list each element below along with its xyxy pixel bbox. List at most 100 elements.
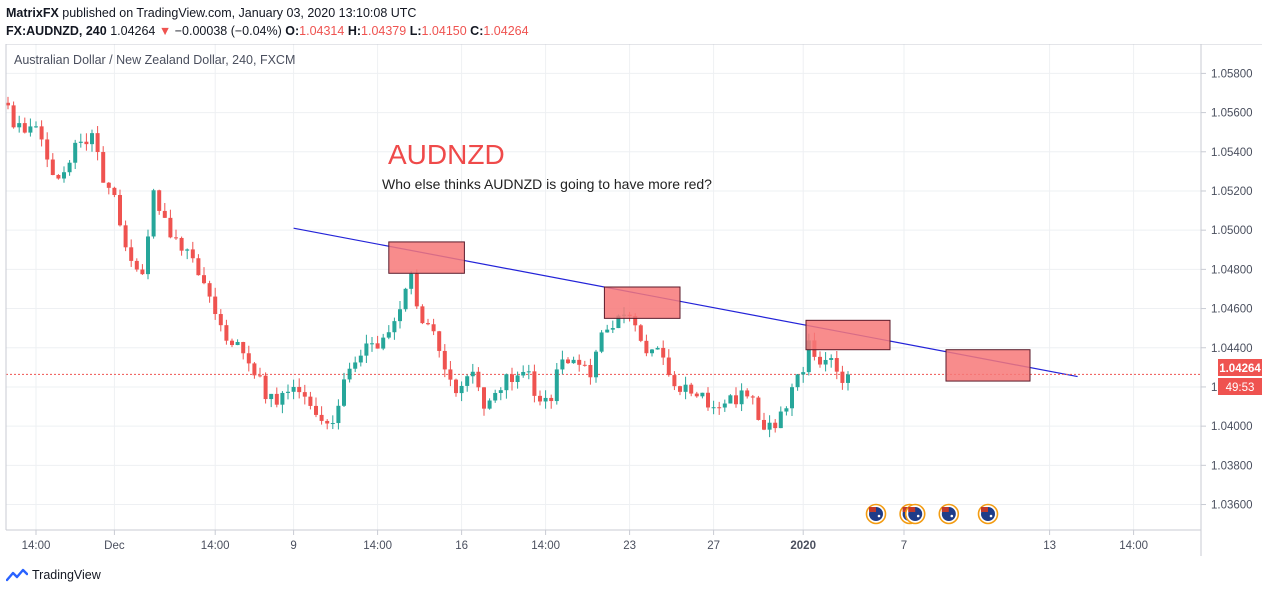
candle-body — [700, 392, 705, 397]
high-value: 1.04379 — [361, 24, 407, 38]
x-tick-label: 14:00 — [1119, 540, 1148, 552]
candle-body — [241, 342, 246, 354]
candle-body — [414, 273, 419, 307]
candle-body — [498, 390, 503, 393]
candle-body — [258, 375, 262, 377]
symbol-label: FX:AUDNZD, 240 — [6, 24, 107, 38]
candle-body — [291, 386, 296, 392]
candle-body — [538, 395, 542, 402]
candle-body — [526, 371, 531, 373]
candle-body — [829, 358, 834, 360]
y-tick-label: 1.04800 — [1211, 264, 1253, 276]
annotation-text[interactable]: Who else thinks AUDNZD is going to have … — [382, 176, 712, 192]
candle-body — [375, 343, 380, 349]
candle-body — [67, 162, 72, 173]
candle-body — [717, 407, 722, 409]
candle-body — [17, 123, 22, 128]
candle-body — [711, 407, 716, 409]
x-tick-label: 16 — [455, 540, 468, 552]
candle-body — [151, 190, 156, 237]
resistance-zones — [388, 241, 1031, 382]
candle-body — [84, 141, 89, 145]
candle-body — [146, 236, 150, 275]
candle-body — [661, 347, 666, 358]
candle-body — [638, 325, 643, 341]
candle-body — [437, 331, 442, 351]
resistance-zone — [603, 286, 681, 319]
candle-body — [728, 395, 733, 404]
candle-body — [218, 314, 223, 326]
candlestick-chart[interactable]: 1.05800 1.05600 1.05400 1.05200 1.05000 1.048… — [0, 44, 1268, 556]
candle-body — [582, 364, 587, 366]
candle-body — [129, 247, 134, 261]
change-down-icon: ▼ — [158, 24, 172, 38]
candle-body — [398, 309, 402, 322]
candle-body — [778, 411, 783, 429]
close-value: 1.04264 — [483, 24, 529, 38]
candle-body — [515, 375, 520, 382]
x-tick-label: 14:00 — [363, 540, 392, 552]
candle-body — [134, 260, 139, 270]
candle-body — [644, 340, 649, 354]
candle-body — [314, 405, 318, 415]
change-value: −0.00038 (−0.04%) — [174, 24, 282, 38]
y-tick-label: 1.04400 — [1211, 343, 1253, 355]
chart-frame[interactable]: 1.05800 1.05600 1.05400 1.05200 1.05000 1.048… — [0, 44, 1268, 556]
candle-body — [655, 347, 660, 350]
candle-body — [672, 375, 677, 387]
annotation-title[interactable]: AUDNZD — [388, 139, 505, 170]
y-tick-label: 1.04600 — [1211, 304, 1253, 316]
candle-body — [722, 403, 727, 408]
candle-body — [678, 386, 682, 392]
candle-body — [179, 237, 184, 251]
candle-body — [756, 397, 761, 420]
high-label: H: — [347, 24, 362, 38]
candle-body — [426, 323, 430, 325]
candle-body — [818, 356, 822, 365]
chart-header: MatrixFX published on TradingView.com, J… — [6, 4, 529, 40]
y-tick-label: 1.05800 — [1211, 68, 1253, 80]
candle-body — [308, 396, 313, 406]
event-flags — [865, 503, 999, 525]
tradingview-brand[interactable]: TradingView — [32, 568, 101, 582]
candle-body — [610, 328, 615, 330]
open-value: 1.04314 — [299, 24, 345, 38]
candle-body — [605, 329, 610, 333]
candle-body — [784, 408, 789, 412]
candle-body — [297, 386, 302, 393]
candle-body — [246, 353, 251, 364]
candle-body — [840, 371, 845, 383]
candle-body — [599, 332, 604, 352]
candle-body — [157, 190, 162, 211]
y-tick-label: 1.05000 — [1211, 225, 1253, 237]
x-tick-label: 7 — [901, 540, 907, 552]
last-price-label-bg — [1218, 359, 1262, 376]
candle-body — [101, 152, 106, 183]
event-flag-icon-star — [950, 514, 954, 518]
candle-body — [118, 195, 122, 226]
publisher-name[interactable]: MatrixFX — [6, 6, 59, 20]
publisher-line: MatrixFX published on TradingView.com, J… — [6, 4, 529, 22]
candle-body — [487, 400, 492, 409]
candle-body — [73, 142, 78, 163]
candle-body — [689, 384, 694, 394]
candle-body — [734, 395, 738, 405]
candle-body — [823, 359, 828, 365]
last-price: 1.04264 — [110, 24, 156, 38]
candle-body — [706, 392, 710, 408]
candles — [6, 96, 850, 438]
tradingview-logo-icon[interactable] — [6, 568, 28, 582]
y-tick-label: 1.03800 — [1211, 460, 1253, 472]
countdown-label-text: 49:53 — [1226, 382, 1255, 394]
candle-body — [694, 393, 699, 397]
candle-body — [342, 379, 346, 406]
event-flag-icon-star — [877, 514, 881, 518]
candle-body — [330, 423, 335, 425]
candle-body — [504, 374, 509, 391]
candle-body — [448, 369, 453, 380]
candle-body — [549, 397, 554, 402]
candle-body — [45, 139, 50, 160]
candle-body — [213, 296, 218, 315]
event-flag-icon-canton — [981, 507, 988, 512]
candle-body — [190, 249, 195, 259]
